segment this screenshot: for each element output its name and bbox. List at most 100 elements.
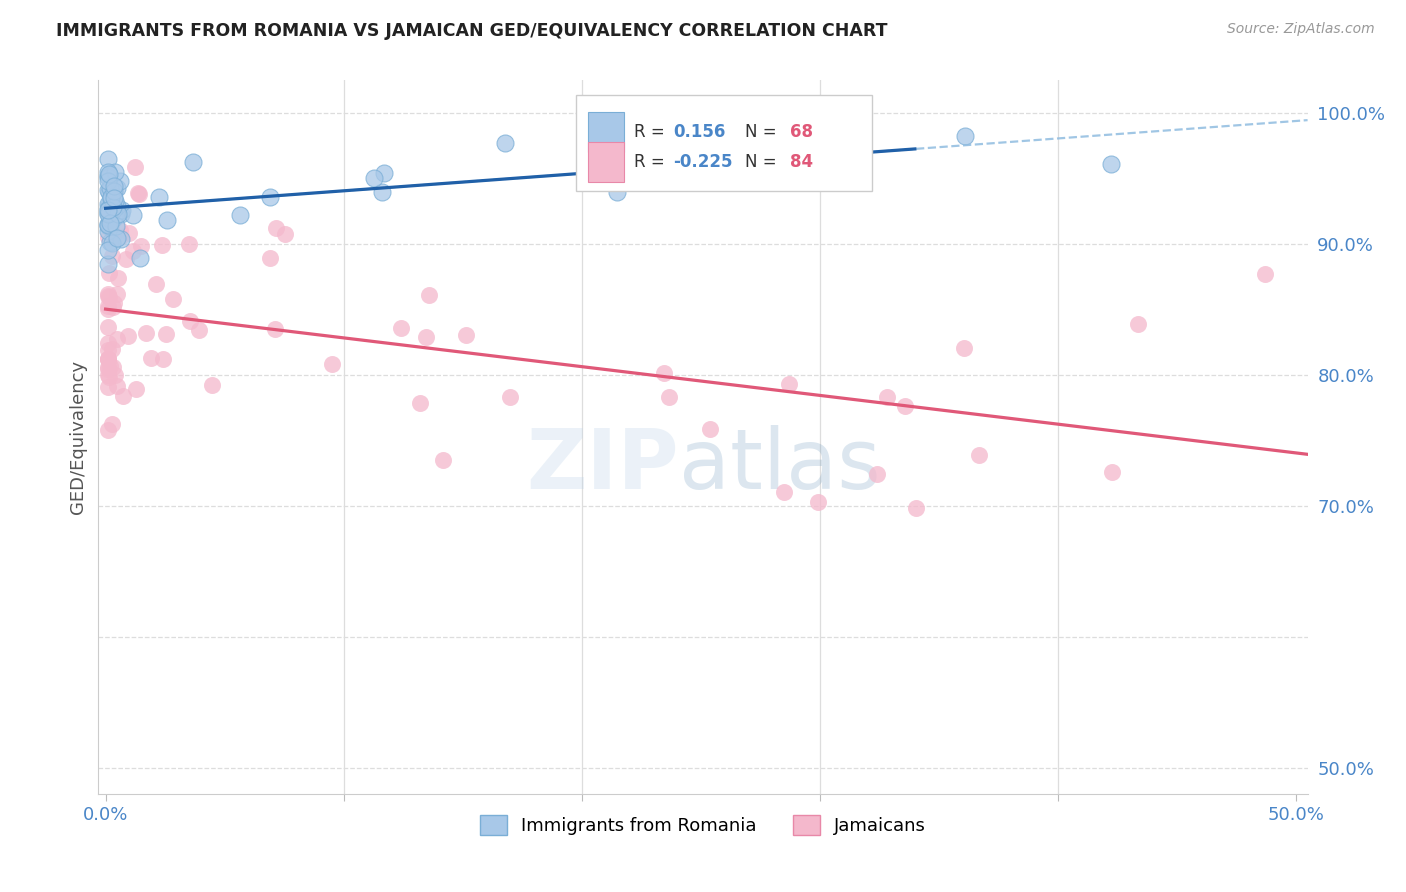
Text: IMMIGRANTS FROM ROMANIA VS JAMAICAN GED/EQUIVALENCY CORRELATION CHART: IMMIGRANTS FROM ROMANIA VS JAMAICAN GED/…: [56, 22, 887, 40]
Point: [103, 184, 125, 198]
Point: [98, 186, 121, 200]
Point: [98, 211, 121, 225]
Point: [105, 219, 128, 233]
Text: R =: R =: [634, 123, 665, 141]
Point: [321, 358, 343, 372]
Point: [127, 186, 149, 201]
Point: [259, 251, 281, 265]
Point: [101, 359, 124, 374]
Point: [876, 390, 898, 404]
Point: [652, 366, 675, 380]
Point: [259, 190, 281, 204]
Point: [129, 252, 152, 266]
Point: [699, 422, 721, 436]
Point: [953, 128, 976, 143]
Point: [97, 351, 120, 366]
Point: [128, 186, 150, 201]
Point: [108, 174, 131, 188]
Point: [773, 485, 796, 500]
Point: [101, 342, 124, 356]
Point: [418, 288, 440, 302]
Text: 0.156: 0.156: [672, 123, 725, 141]
Text: Source: ZipAtlas.com: Source: ZipAtlas.com: [1227, 22, 1375, 37]
Point: [101, 235, 124, 250]
Point: [97, 359, 120, 374]
Point: [1099, 157, 1122, 171]
Point: [1101, 465, 1123, 479]
Point: [97, 335, 120, 350]
Point: [105, 332, 128, 346]
Point: [363, 170, 385, 185]
Point: [201, 378, 224, 392]
Point: [97, 205, 120, 219]
Point: [865, 467, 887, 482]
Point: [150, 238, 173, 252]
Point: [98, 181, 121, 195]
Point: [967, 449, 990, 463]
Point: [97, 299, 120, 313]
Text: 84: 84: [790, 153, 813, 171]
Point: [105, 199, 128, 213]
Point: [373, 166, 395, 180]
Point: [100, 185, 122, 199]
Text: -0.225: -0.225: [672, 153, 733, 171]
Point: [104, 208, 127, 222]
Point: [105, 201, 128, 215]
Point: [101, 205, 124, 219]
Text: R =: R =: [634, 153, 665, 171]
Point: [124, 383, 146, 397]
Text: 68: 68: [790, 123, 813, 141]
Point: [107, 286, 129, 301]
Point: [101, 300, 124, 314]
Point: [101, 231, 124, 245]
Point: [905, 500, 928, 515]
Point: [179, 236, 201, 251]
Point: [103, 211, 125, 226]
Point: [98, 289, 121, 303]
Point: [97, 368, 120, 382]
Point: [97, 174, 120, 188]
Point: [97, 352, 120, 367]
Point: [97, 169, 120, 184]
Point: [97, 288, 120, 302]
Point: [98, 370, 121, 384]
Point: [155, 326, 177, 341]
Point: [766, 131, 789, 145]
Point: [97, 319, 120, 334]
Point: [229, 208, 252, 222]
Point: [98, 212, 121, 227]
Legend: Immigrants from Romania, Jamaicans: Immigrants from Romania, Jamaicans: [472, 807, 934, 842]
Point: [456, 328, 478, 343]
Point: [263, 321, 285, 335]
Point: [118, 226, 141, 240]
Point: [97, 301, 120, 316]
Point: [658, 390, 681, 404]
Point: [97, 197, 120, 211]
Point: [98, 235, 121, 249]
Point: [97, 165, 120, 179]
Point: [97, 206, 120, 220]
Point: [97, 343, 120, 357]
Point: [98, 216, 121, 230]
Point: [103, 178, 125, 193]
Point: [97, 202, 120, 217]
Point: [371, 185, 394, 199]
Point: [98, 266, 121, 280]
Point: [179, 314, 201, 328]
Point: [1128, 318, 1150, 332]
Point: [111, 389, 134, 403]
Point: [104, 368, 127, 382]
Point: [953, 341, 976, 355]
FancyBboxPatch shape: [576, 95, 872, 191]
Point: [273, 227, 295, 242]
Point: [181, 154, 204, 169]
Point: [97, 218, 120, 232]
Point: [108, 223, 131, 237]
Point: [97, 351, 120, 366]
Bar: [588, 112, 624, 152]
Point: [110, 207, 132, 221]
Point: [894, 400, 917, 414]
Point: [139, 351, 162, 365]
Y-axis label: GED/Equivalency: GED/Equivalency: [69, 360, 87, 514]
Point: [122, 244, 145, 258]
